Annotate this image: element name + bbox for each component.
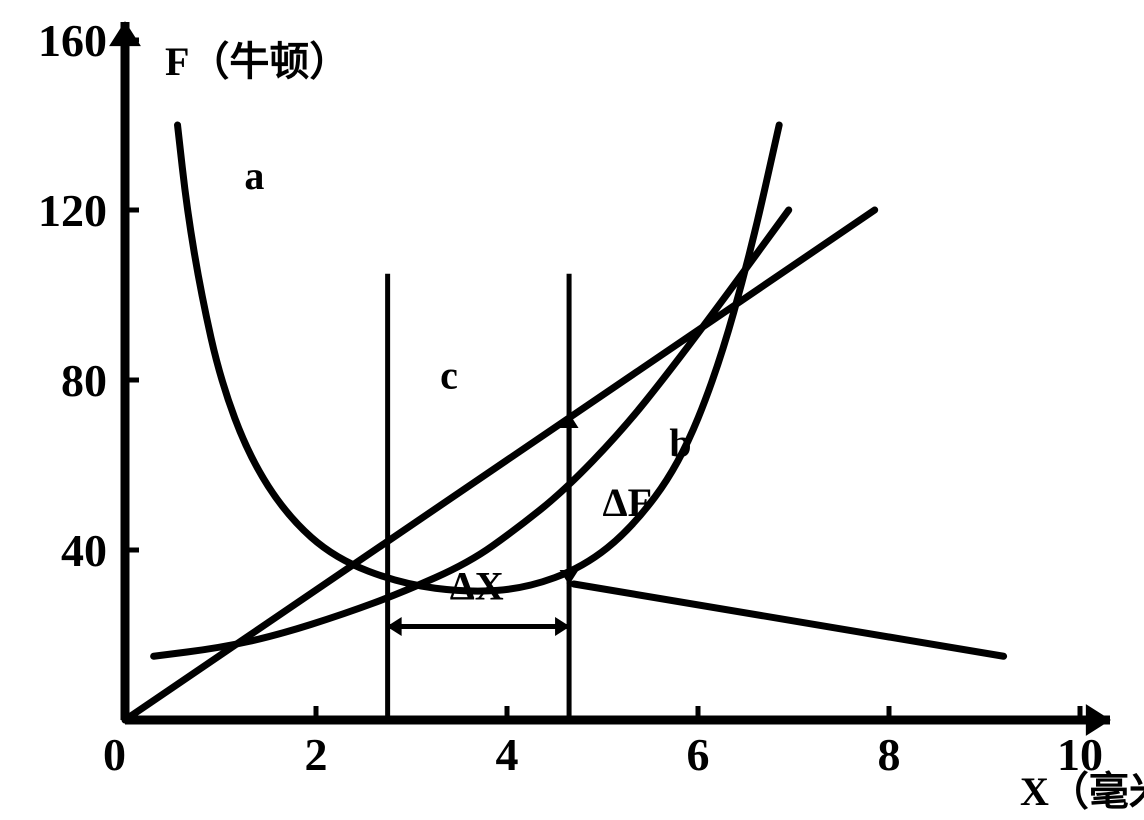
- y-axis-label: F（牛顿）: [165, 39, 349, 84]
- x-axis-label: X（毫米）: [1020, 769, 1144, 814]
- x-tick-label: 4: [496, 729, 519, 780]
- x-tick-label: 8: [878, 729, 901, 780]
- y-tick-label: 40: [61, 525, 107, 576]
- x-tick-label: 6: [687, 729, 710, 780]
- dx-label: ΔX: [450, 563, 504, 608]
- y-tick-label: 120: [38, 185, 107, 236]
- curve-label-c: c: [440, 353, 458, 398]
- df-label: ΔF: [603, 480, 653, 525]
- chart-background: [0, 0, 1144, 820]
- curve-label-a: a: [244, 153, 264, 198]
- curve-label-b: b: [669, 421, 691, 466]
- x-tick-label: 2: [305, 729, 328, 780]
- y-tick-label: 160: [38, 15, 107, 66]
- x-tick-label: 0: [103, 729, 126, 780]
- y-tick-label: 80: [61, 355, 107, 406]
